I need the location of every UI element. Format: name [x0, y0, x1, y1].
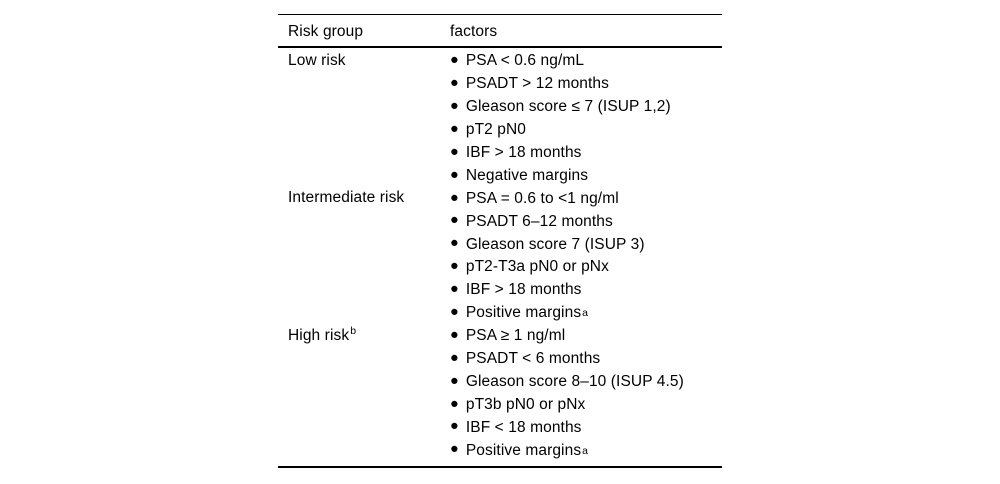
factor-item: ● pT2-T3a pN0 or pNx [450, 256, 722, 279]
bullet-icon: ● [450, 372, 459, 389]
factor-text: PSA ≥ 1 ng/ml [465, 327, 566, 345]
risk-group-label-text: High risk [288, 326, 350, 344]
factor-item: ● PSA ≥ 1 ng/ml [450, 325, 722, 348]
factor-item: ● PSADT < 6 months [450, 348, 722, 371]
risk-group-label: Low risk [288, 50, 450, 187]
table-header-row: Risk group factors [278, 15, 722, 48]
factor-text: Gleason score 8–10 (ISUP 4.5) [465, 372, 684, 390]
bullet-icon: ● [450, 326, 459, 343]
factor-list: ● PSA < 0.6 ng/mL ● PSADT > 12 months ● Gle… [450, 50, 722, 187]
factor-text: IBF > 18 months [465, 144, 582, 161]
factor-item: ● Positive margins a [450, 303, 589, 322]
table-body: Low risk ● PSA < 0.6 ng/mL ● PSADT > 12 mo… [278, 48, 722, 466]
bullet-icon: ● [450, 395, 459, 412]
factor-text: PSA = 0.6 to <1 ng/ml [465, 189, 619, 207]
factor-item: ● PSADT 6–12 months [450, 210, 722, 233]
bullet-icon: ● [450, 189, 459, 206]
bullet-icon: ● [450, 97, 459, 114]
factor-item: ● IBF > 18 months [450, 279, 722, 302]
table-row-high-risk: High riskb ● PSA ≥ 1 ng/ml ● PSADT < 6 mon… [278, 325, 722, 462]
factor-item: ● pT2 pN0 [450, 119, 722, 142]
bullet-icon: ● [450, 281, 459, 298]
factor-text: PSADT > 12 months [465, 75, 609, 93]
bullet-icon: ● [450, 143, 459, 160]
factor-item: ● PSA = 0.6 to <1 ng/ml [450, 187, 722, 210]
bullet-icon: ● [450, 258, 459, 275]
factor-text: IBF < 18 months [465, 418, 582, 436]
bullet-icon: ● [450, 349, 459, 366]
factor-text: IBF > 18 months [465, 281, 582, 299]
risk-group-label: High riskb [288, 325, 450, 462]
bullet-icon: ● [450, 212, 459, 229]
bullet-icon: ● [450, 52, 459, 69]
factor-text: pT2-T3a pN0 or pNx [465, 258, 609, 276]
factor-item: ● Gleason score 7 (ISUP 3) [450, 233, 722, 256]
factor-text: pT2 pN0 [465, 121, 527, 139]
bullet-icon: ● [450, 441, 459, 458]
factor-item: ● Gleason score ≤ 7 (ISUP 1,2) [450, 96, 722, 119]
factor-list: ● PSA ≥ 1 ng/ml ● PSADT < 6 months ● Gleaso… [450, 325, 722, 462]
factor-item: ● Gleason score 8–10 (ISUP 4.5) [450, 370, 722, 393]
factor-item: ● Positive margins a [450, 441, 589, 459]
risk-group-table: Risk group factors Low risk ● PSA < 0.6 n… [278, 14, 722, 469]
bullet-icon: ● [450, 75, 459, 92]
bullet-icon: ● [450, 418, 459, 435]
bullet-icon: ● [450, 303, 459, 320]
bullet-icon: ● [450, 235, 459, 252]
factor-list: ● PSA = 0.6 to <1 ng/ml ● PSADT 6–12 month… [450, 187, 722, 324]
bullet-icon: ● [450, 120, 459, 137]
table-row-low-risk: Low risk ● PSA < 0.6 ng/mL ● PSADT > 12 mo… [278, 50, 722, 187]
factor-text: Gleason score ≤ 7 (ISUP 1,2) [465, 98, 671, 116]
footnote-marker: b [350, 324, 357, 337]
factor-item: ● PSA < 0.6 ng/mL [450, 50, 722, 73]
factor-text: Positive margins [465, 304, 582, 322]
risk-group-label-text: Low risk [288, 52, 346, 69]
factor-item: ● Negative margins [450, 164, 722, 187]
factor-text: Gleason score 7 (ISUP 3) [465, 235, 645, 253]
factor-text: Negative margins [465, 166, 589, 184]
factor-item: ● pT3b pN0 or pNx [450, 393, 722, 416]
factor-item: ● IBF > 18 months [450, 142, 722, 165]
factor-item: ● PSADT > 12 months [450, 73, 722, 96]
bullet-icon: ● [450, 166, 459, 183]
column-header-risk-group: Risk group [288, 22, 364, 40]
factor-item: ● IBF < 18 months [450, 416, 722, 439]
factor-text: PSADT < 6 months [465, 350, 601, 368]
factor-text: PSADT 6–12 months [465, 212, 613, 230]
factor-text: PSA < 0.6 ng/mL [465, 52, 585, 70]
factor-text: Positive margins [465, 441, 582, 459]
column-header-factors: factors [450, 22, 498, 40]
table-row-intermediate-risk: Intermediate risk ● PSA = 0.6 to <1 ng/ml… [278, 187, 722, 324]
factor-text: pT3b pN0 or pNx [465, 395, 586, 413]
risk-group-label-text: Intermediate risk [288, 189, 405, 207]
risk-group-label: Intermediate risk [288, 187, 450, 324]
